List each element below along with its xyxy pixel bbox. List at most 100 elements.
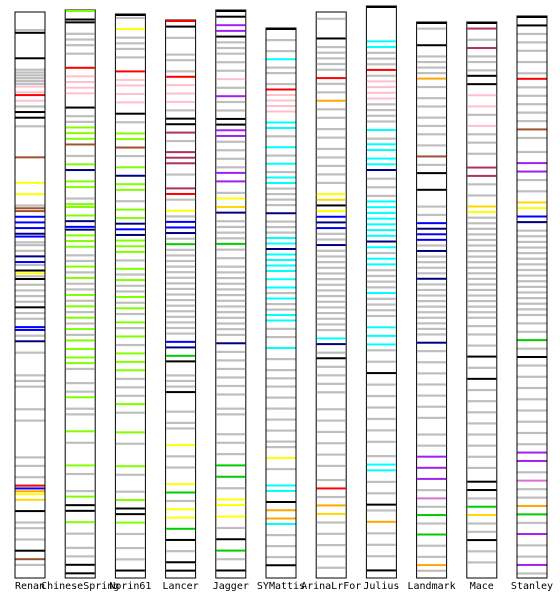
- band-mark: [166, 139, 196, 143]
- band-mark: [517, 563, 547, 566]
- band-mark: [115, 335, 145, 338]
- band-mark: [417, 144, 447, 147]
- band-mark: [115, 386, 145, 389]
- band-mark: [166, 254, 196, 257]
- band-mark: [417, 522, 447, 525]
- band-mark: [467, 550, 497, 553]
- band-mark: [166, 100, 196, 103]
- band-mark: [266, 446, 296, 449]
- band-mark: [15, 272, 45, 275]
- band-mark: [467, 183, 497, 186]
- band-mark: [517, 235, 547, 238]
- band-mark: [366, 251, 396, 255]
- band-mark: [266, 182, 296, 184]
- band-mark: [517, 280, 547, 283]
- band-mark: [216, 558, 246, 561]
- band-mark: [266, 407, 296, 410]
- band-mark: [15, 464, 45, 467]
- band-mark: [65, 532, 95, 535]
- band-mark: [216, 205, 246, 208]
- band-mark: [266, 242, 296, 245]
- band-mark: [366, 194, 396, 197]
- band-mark: [517, 488, 547, 491]
- band-mark: [517, 60, 547, 64]
- band-mark: [467, 174, 497, 177]
- band-mark: [166, 109, 196, 112]
- band-mark: [65, 32, 95, 35]
- band-mark: [15, 419, 45, 422]
- band-mark: [65, 18, 95, 21]
- band-mark: [366, 206, 396, 209]
- band-mark: [65, 225, 95, 228]
- band-mark: [417, 27, 447, 30]
- band-mark: [166, 209, 196, 212]
- band-mark: [467, 94, 497, 97]
- band-mark: [15, 193, 45, 196]
- band-mark: [15, 295, 45, 298]
- band-mark: [115, 377, 145, 380]
- band-mark: [417, 444, 447, 447]
- band-mark: [517, 386, 547, 390]
- band-mark: [517, 246, 547, 249]
- band-mark: [65, 464, 95, 467]
- bar-label: Renan: [15, 581, 45, 592]
- band-mark: [216, 265, 246, 268]
- band-mark: [65, 396, 95, 399]
- band-mark: [517, 513, 547, 516]
- band-mark: [115, 558, 145, 561]
- band-mark: [316, 521, 346, 524]
- band-mark: [316, 227, 346, 230]
- band-mark: [517, 420, 547, 423]
- band-mark: [467, 83, 497, 86]
- band-mark: [166, 84, 196, 87]
- band-mark: [417, 66, 447, 69]
- band-mark: [366, 509, 396, 512]
- band-mark: [316, 37, 346, 40]
- band-mark: [266, 556, 296, 559]
- band-mark: [166, 516, 196, 519]
- band-mark: [115, 343, 145, 347]
- band-mark: [166, 215, 196, 218]
- band-mark: [316, 295, 346, 298]
- band-mark: [216, 95, 246, 98]
- band-mark: [266, 292, 296, 295]
- band-mark: [517, 398, 547, 401]
- band-mark: [216, 15, 246, 18]
- band-mark: [166, 220, 196, 223]
- band-mark: [115, 233, 145, 236]
- band-mark: [417, 172, 447, 175]
- band-mark: [467, 522, 497, 525]
- band-mark: [15, 111, 45, 114]
- band-mark: [115, 327, 145, 330]
- band-mark: [216, 78, 246, 81]
- band-mark: [216, 29, 246, 32]
- band-mark: [216, 475, 246, 478]
- bars-layer: [14, 5, 548, 579]
- band-mark: [316, 311, 346, 315]
- band-mark: [316, 156, 346, 159]
- band-mark: [65, 276, 95, 279]
- band-mark: [366, 314, 396, 318]
- band-mark: [266, 253, 296, 256]
- band-mark: [166, 340, 196, 343]
- band-mark: [417, 213, 447, 217]
- band-mark: [467, 455, 497, 458]
- band-mark: [366, 149, 396, 151]
- band-mark: [166, 483, 196, 486]
- band-mark: [166, 70, 196, 73]
- band-mark: [517, 308, 547, 311]
- band-mark: [517, 313, 547, 317]
- band-mark: [517, 339, 547, 342]
- band-mark: [417, 133, 447, 136]
- band-mark: [115, 92, 145, 95]
- band-mark: [65, 203, 95, 206]
- band-mark: [65, 120, 95, 123]
- band-mark: [65, 66, 95, 69]
- band-mark: [166, 232, 196, 235]
- bar-renan: [14, 11, 46, 579]
- band-mark: [517, 375, 547, 378]
- band-mark: [517, 170, 547, 173]
- band-mark: [417, 489, 447, 492]
- bar-label: Stanley: [511, 581, 553, 592]
- band-mark: [517, 119, 547, 123]
